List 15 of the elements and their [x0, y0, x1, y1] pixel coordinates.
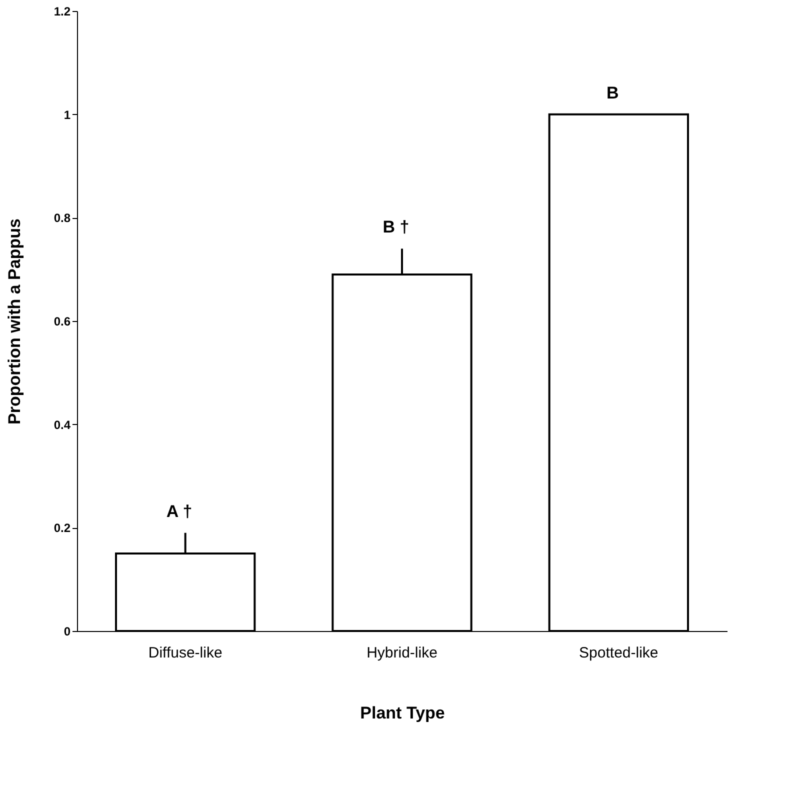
y-tick-label: 0.6: [54, 314, 71, 328]
y-tick-label: 0: [64, 624, 71, 638]
y-tick-label: 0.8: [54, 211, 71, 226]
x-tick-label: Spotted-like: [579, 644, 658, 662]
annotation: B: [606, 83, 619, 102]
annotation: B †: [382, 218, 410, 237]
y-axis-title: Proportion with a Pappus: [4, 218, 24, 424]
y-tick-label: 0.2: [54, 521, 71, 536]
x-tick-label: Diffuse-like: [148, 644, 222, 662]
y-tick-label: 1.2: [54, 4, 71, 18]
x-tick-label: Hybrid-like: [366, 644, 438, 662]
y-tick-label: 0.4: [54, 418, 71, 432]
annotation: A †: [166, 502, 192, 521]
x-axis-title: Plant Type: [360, 704, 445, 722]
y-tick-label: 1: [64, 108, 71, 122]
